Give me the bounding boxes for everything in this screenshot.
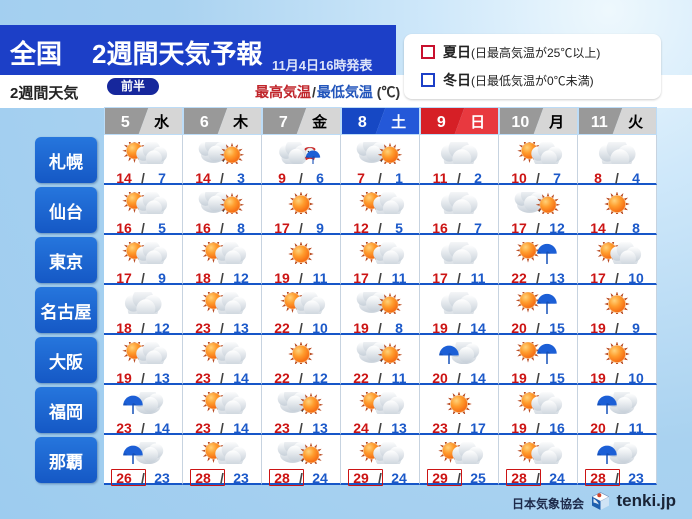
svg-text:日: 日	[470, 114, 485, 131]
svg-text:11: 11	[591, 114, 608, 131]
svg-text:9: 9	[437, 114, 446, 131]
svg-text:8: 8	[358, 114, 367, 131]
svg-text:7: 7	[279, 114, 288, 131]
svg-text:水: 水	[154, 113, 170, 131]
svg-text:5: 5	[121, 114, 130, 131]
svg-text:土: 土	[391, 113, 406, 131]
svg-text:火: 火	[628, 114, 644, 131]
svg-text:6: 6	[200, 114, 209, 131]
svg-text:月: 月	[548, 114, 564, 131]
svg-text:木: 木	[232, 113, 249, 131]
svg-text:金: 金	[311, 113, 328, 131]
svg-text:10: 10	[511, 114, 529, 131]
